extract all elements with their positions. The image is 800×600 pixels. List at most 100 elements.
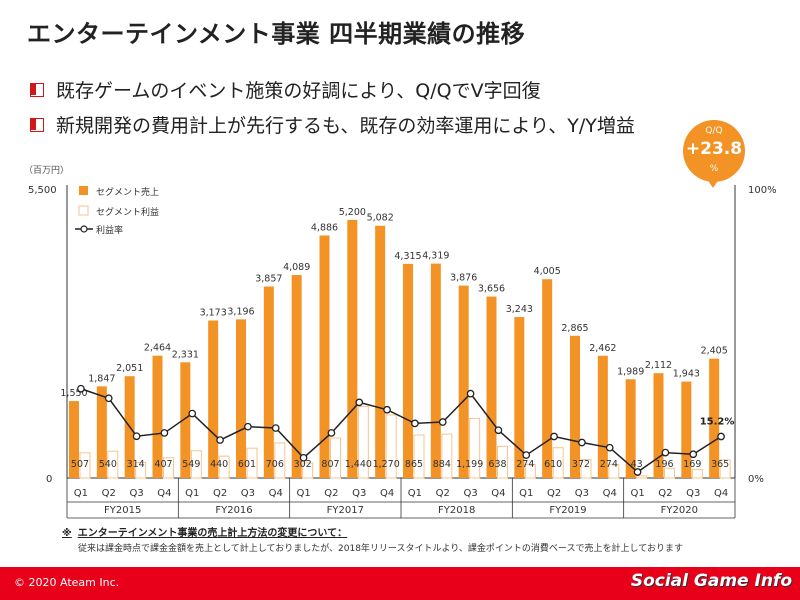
sales-bar bbox=[514, 317, 525, 478]
sales-bar bbox=[152, 355, 163, 478]
profit-bar bbox=[330, 437, 341, 479]
margin-point bbox=[77, 384, 85, 393]
sales-bar bbox=[69, 401, 79, 478]
sales-bar bbox=[403, 263, 413, 478]
quarter-label: Q2 bbox=[547, 488, 561, 499]
margin-point bbox=[522, 451, 531, 459]
sales-value-label: 3,857 bbox=[255, 274, 282, 285]
profit-value-label: 549 bbox=[182, 459, 200, 470]
profit-value-label: 302 bbox=[294, 459, 312, 470]
margin-point bbox=[132, 432, 141, 441]
margin-point bbox=[633, 468, 642, 476]
quarter-label: Q1 bbox=[296, 488, 310, 499]
sales-value-label: 4,089 bbox=[283, 262, 310, 273]
sales-bar bbox=[263, 286, 274, 478]
profit-value-label: 540 bbox=[99, 459, 117, 470]
profit-value-label: 865 bbox=[405, 459, 423, 470]
y-tick-left: 0 bbox=[46, 474, 52, 485]
quarter-label: Q3 bbox=[241, 488, 255, 499]
profit-bar bbox=[441, 433, 453, 479]
note-heading: ※ エンターテインメント事業の売上計上方法の変更について： bbox=[62, 524, 347, 539]
margin-point bbox=[466, 389, 475, 398]
year-label: FY2017 bbox=[327, 505, 364, 516]
sales-value-label: 3,876 bbox=[450, 273, 477, 284]
profit-bar bbox=[691, 469, 703, 479]
sales-value-label: 1,550 bbox=[60, 388, 87, 399]
bullet-marker-icon bbox=[30, 82, 44, 97]
sales-bar bbox=[180, 362, 191, 478]
profit-value-label: 638 bbox=[488, 459, 506, 470]
profit-bar bbox=[636, 475, 648, 479]
profit-bar bbox=[357, 406, 369, 479]
sales-bar bbox=[430, 263, 441, 478]
note-body: 従来は課金時点で課金金額を売上として計上しておりましたが、2018年リリースタイ… bbox=[78, 544, 683, 554]
profit-value-label: 610 bbox=[544, 459, 562, 470]
profit-bar bbox=[413, 434, 425, 479]
quarter-label: Q2 bbox=[658, 488, 672, 499]
legend-margin-label: 利益率 bbox=[96, 224, 123, 236]
year-label: FY2015 bbox=[104, 505, 141, 516]
legend-sales-swatch bbox=[79, 186, 88, 195]
profit-bar bbox=[497, 445, 508, 479]
profit-value-label: 407 bbox=[154, 459, 172, 470]
copyright: © 2020 Ateam Inc. bbox=[14, 576, 120, 589]
quarter-label: Q4 bbox=[269, 488, 283, 499]
profit-value-label: 314 bbox=[127, 459, 145, 470]
profit-bar bbox=[163, 457, 174, 479]
quarter-label: Q2 bbox=[436, 488, 450, 499]
quarter-label: Q2 bbox=[324, 488, 338, 499]
quarter-label: Q1 bbox=[519, 488, 533, 499]
year-label: FY2016 bbox=[215, 505, 252, 516]
profit-value-label: 601 bbox=[238, 459, 256, 470]
sales-value-label: 5,082 bbox=[367, 213, 394, 224]
sales-value-label: 1,847 bbox=[88, 373, 115, 384]
sales-value-label: 2,112 bbox=[645, 360, 672, 371]
y-tick-right: 100% bbox=[748, 185, 777, 196]
sales-value-label: 2,331 bbox=[172, 349, 199, 360]
sales-bar bbox=[653, 373, 664, 478]
sales-bar bbox=[486, 296, 497, 478]
profit-value-label: 706 bbox=[266, 459, 284, 470]
sales-bar bbox=[625, 379, 636, 478]
page-title: エンターテインメント事業 四半期業績の推移 bbox=[27, 20, 526, 48]
sales-value-label: 2,462 bbox=[589, 343, 616, 354]
y-tick-left: 5,500 bbox=[28, 185, 57, 196]
quarter-label: Q3 bbox=[463, 488, 477, 499]
profit-value-label: 1,440 bbox=[345, 459, 372, 470]
profit-value-label: 440 bbox=[210, 459, 228, 470]
sales-bar bbox=[347, 219, 358, 478]
footer-bar: © 2020 Ateam Inc. Social Game Info bbox=[0, 567, 800, 600]
profit-value-label: 884 bbox=[433, 459, 451, 470]
profit-bar bbox=[608, 463, 620, 479]
margin-point bbox=[494, 426, 503, 435]
profit-value-label: 169 bbox=[683, 459, 701, 470]
badge-label: Q/Q bbox=[705, 126, 723, 136]
quarter-label: Q4 bbox=[491, 488, 505, 499]
sales-value-label: 1,943 bbox=[673, 369, 700, 380]
legend-margin-marker bbox=[80, 225, 88, 233]
sales-bar bbox=[681, 381, 692, 478]
profit-value-label: 372 bbox=[572, 459, 590, 470]
sales-value-label: 3,656 bbox=[478, 284, 505, 295]
quarter-label: Q3 bbox=[352, 488, 366, 499]
note-heading-text: エンターテインメント事業の売上計上方法の変更について： bbox=[77, 528, 348, 539]
year-label: FY2020 bbox=[661, 505, 698, 516]
margin-point bbox=[411, 419, 419, 428]
sales-value-label: 3,243 bbox=[506, 304, 533, 315]
profit-bar bbox=[79, 452, 91, 479]
sales-bar bbox=[291, 275, 302, 478]
profit-bar bbox=[302, 462, 314, 479]
margin-point bbox=[188, 409, 197, 418]
margin-point bbox=[104, 394, 113, 403]
profit-value-label: 196 bbox=[655, 459, 673, 470]
margin-point bbox=[605, 443, 614, 452]
sales-value-label: 3,173 bbox=[200, 308, 227, 319]
quarter-label: Q2 bbox=[213, 488, 227, 499]
margin-point bbox=[550, 432, 558, 441]
profit-bar bbox=[664, 467, 675, 479]
y-tick-right: 0% bbox=[748, 474, 764, 485]
profit-bar bbox=[552, 447, 564, 479]
quarter-label: Q4 bbox=[380, 488, 394, 499]
sales-bar bbox=[96, 386, 107, 478]
sales-value-label: 5,200 bbox=[339, 207, 366, 218]
